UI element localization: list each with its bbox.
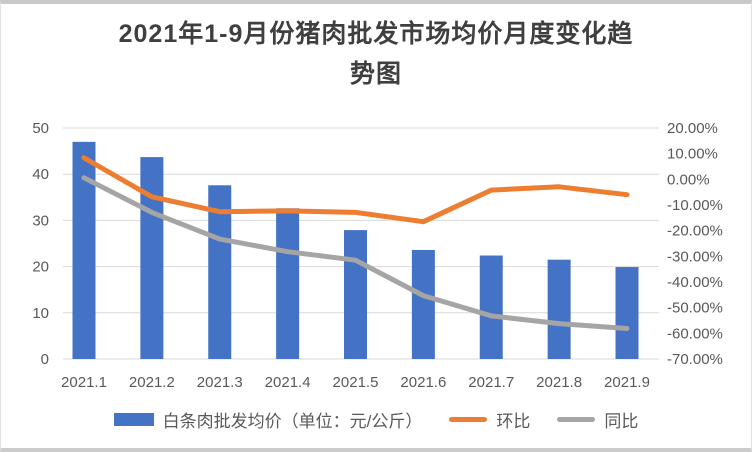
price-bar (479, 255, 503, 359)
x-axis-label: 2021.7 (468, 374, 514, 391)
legend-item-mom: 环比 (449, 407, 530, 432)
left-axis-tick-label: 50 (32, 120, 49, 137)
left-axis-tick-label: 30 (32, 212, 49, 229)
line-swatch-mom-icon (449, 417, 488, 422)
price-bar (72, 141, 96, 359)
legend-label-yoy: 同比 (604, 412, 639, 431)
yoy-line (81, 175, 630, 331)
price-bar (140, 157, 164, 359)
x-axis-label: 2021.3 (197, 374, 243, 391)
mom-line (81, 155, 630, 225)
x-axis-label: 2021.8 (536, 374, 582, 391)
price-bar (411, 249, 435, 359)
x-axis-label: 2021.6 (400, 374, 446, 391)
chart-legend: 白条肉批发均价（单位：元/公斤） 环比 同比 (1, 407, 751, 432)
left-axis-tick-label: 0 (41, 351, 49, 368)
x-axis-label: 2021.4 (265, 374, 311, 391)
x-axis-label: 2021.2 (129, 374, 175, 391)
price-bar (276, 208, 300, 359)
x-axis-label: 2021.9 (604, 374, 650, 391)
left-axis-tick-label: 20 (32, 259, 49, 276)
right-axis-tick-label: 10.00% (667, 146, 718, 163)
legend-label-price: 白条肉批发均价（单位：元/公斤） (162, 412, 423, 431)
bar-swatch-icon (113, 413, 154, 426)
chart-plot-area: 0 10 20 30 40 50 20.00% 10.00% 0.00% -10.00% -20.0… (32, 120, 723, 391)
legend-item-yoy: 同比 (557, 407, 638, 432)
price-bar (344, 230, 367, 359)
left-axis-tick-label: 10 (32, 305, 49, 322)
right-axis-tick-label: -40.00% (667, 274, 723, 291)
x-axis-label: 2021.1 (61, 374, 107, 391)
right-axis-tick-label: -60.00% (667, 325, 723, 342)
right-axis-tick-label: -30.00% (667, 248, 723, 265)
right-axis-tick-label: -20.00% (667, 223, 723, 240)
legend-label-mom: 环比 (496, 412, 531, 431)
right-axis-tick-label: -70.00% (667, 351, 723, 368)
chart-title-line2: 势图 (349, 60, 402, 88)
x-axis-label: 2021.5 (333, 374, 379, 391)
line-swatch-yoy-icon (557, 417, 596, 422)
legend-item-price: 白条肉批发均价（单位：元/公斤） (113, 407, 423, 432)
price-bar (615, 267, 639, 359)
right-axis-tick-label: -50.00% (667, 300, 723, 317)
chart-title-line1: 2021年1-9月份猪肉批发市场均价月度变化趋 (118, 20, 634, 48)
right-axis-tick-label: -10.00% (667, 197, 723, 214)
price-bar (208, 185, 232, 359)
price-bar (547, 259, 571, 359)
chart-title: 2021年1-9月份猪肉批发市场均价月度变化趋 势图 (1, 14, 751, 94)
right-axis-tick-label: 0.00% (667, 171, 710, 188)
left-axis-tick-label: 40 (32, 166, 49, 183)
right-axis-tick-label: 20.00% (667, 120, 718, 137)
